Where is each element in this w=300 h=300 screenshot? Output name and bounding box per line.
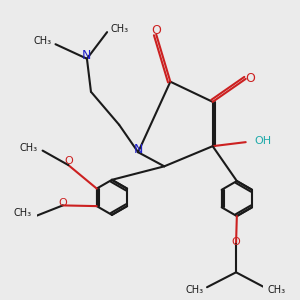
Text: CH₃: CH₃ (13, 208, 31, 218)
Text: CH₃: CH₃ (34, 36, 52, 46)
Text: OH: OH (254, 136, 271, 146)
Text: CH₃: CH₃ (111, 23, 129, 34)
Text: CH₃: CH₃ (185, 285, 203, 295)
Text: N: N (82, 49, 92, 62)
Text: O: O (246, 72, 256, 86)
Text: O: O (64, 157, 73, 166)
Text: CH₃: CH₃ (268, 285, 286, 295)
Text: O: O (151, 24, 161, 38)
Text: CH₃: CH₃ (20, 143, 38, 153)
Text: O: O (58, 198, 67, 208)
Text: N: N (134, 143, 143, 156)
Text: O: O (232, 237, 240, 247)
